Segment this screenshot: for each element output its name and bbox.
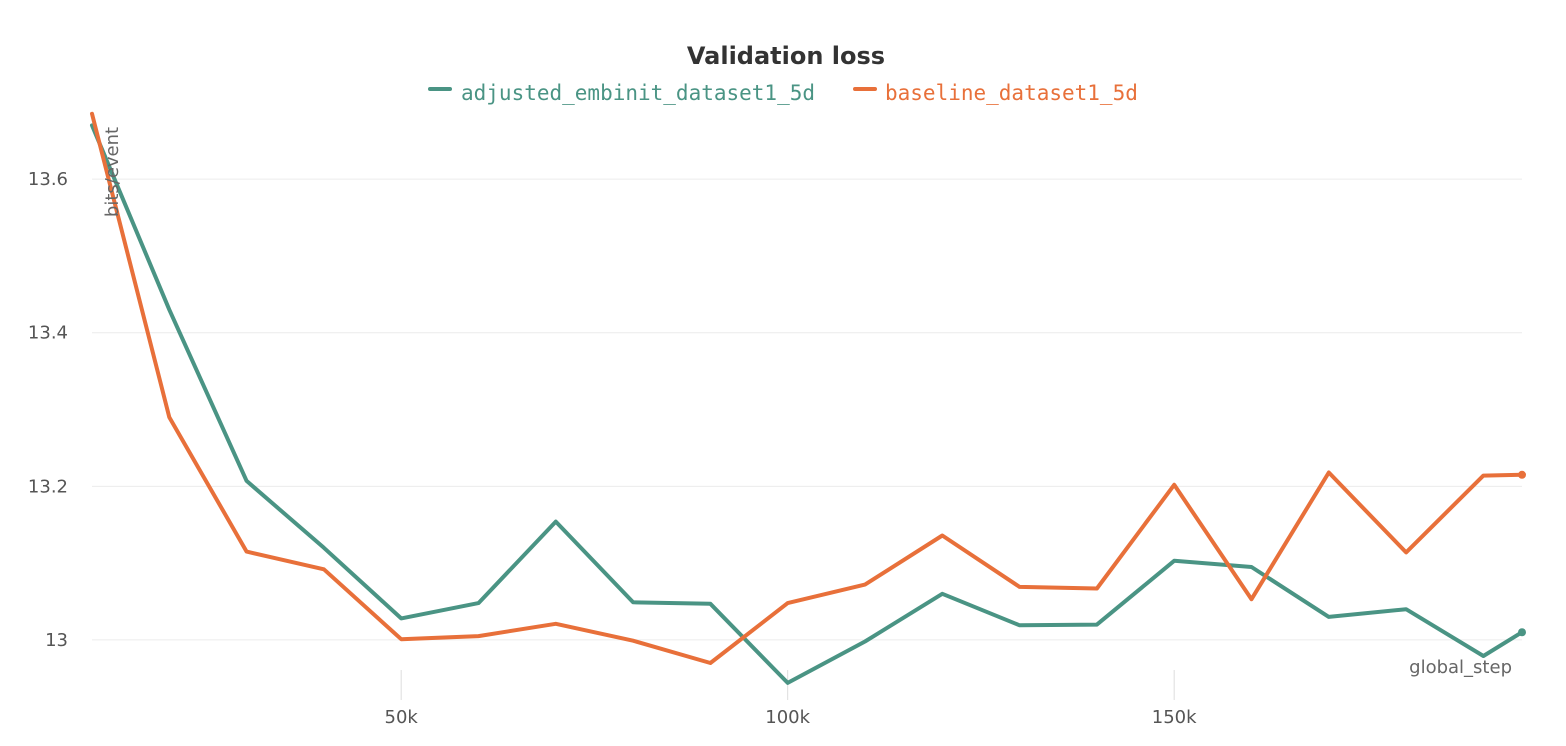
legend-label-series-0[interactable]: adjusted_embinit_dataset1_5d — [461, 81, 815, 105]
y-axis: 13 13.2 13.4 13.6 — [28, 169, 68, 651]
legend-label-series-1[interactable]: baseline_dataset1_5d — [885, 81, 1138, 105]
chart-title: Validation loss — [687, 42, 885, 70]
x-axis-label: global_step — [1409, 657, 1512, 678]
x-tick-label: 50k — [385, 707, 419, 728]
series-end-point-1[interactable] — [1518, 471, 1526, 479]
y-tick-label: 13 — [45, 630, 68, 651]
x-tick-label: 100k — [765, 707, 810, 728]
y-tick-label: 13.2 — [28, 476, 68, 497]
x-axis: 50k 100k 150k — [385, 670, 1198, 728]
y-tick-label: 13.4 — [28, 323, 68, 344]
series-end-point-0[interactable] — [1518, 628, 1526, 636]
grid-lines — [92, 179, 1522, 640]
series-layer — [92, 114, 1526, 683]
y-tick-label: 13.6 — [28, 169, 68, 190]
x-tick-label: 150k — [1152, 707, 1197, 728]
y-axis-label: bits/event — [102, 127, 123, 217]
series-line-1[interactable] — [92, 114, 1522, 663]
chart-legend[interactable]: adjusted_embinit_dataset1_5d baseline_da… — [430, 81, 1138, 105]
